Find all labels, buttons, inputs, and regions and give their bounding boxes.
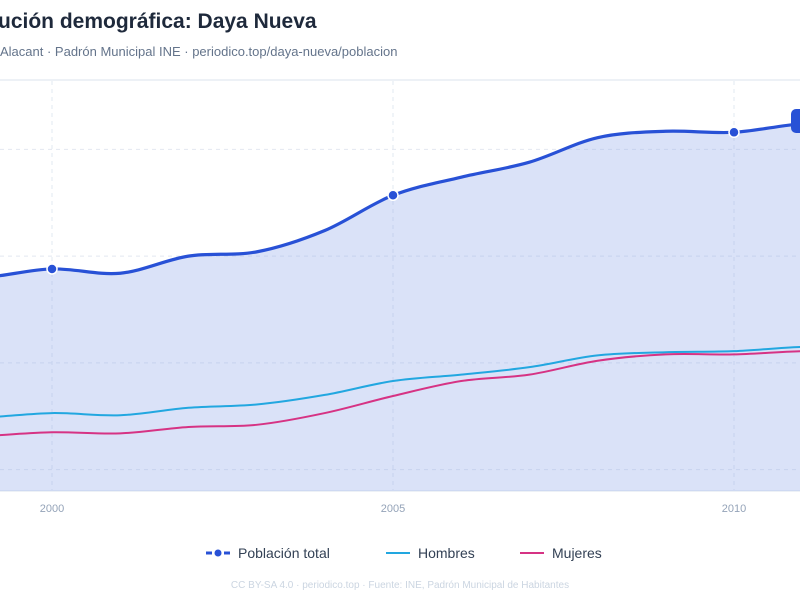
x-axis-ticks: 20002005201020152020 — [40, 503, 746, 515]
x-tick-label: 2005 — [381, 503, 405, 515]
data-point-total — [387, 189, 399, 202]
legend-item-mujeres[interactable]: Mujeres — [520, 545, 602, 561]
legend-hombres-swatch — [386, 552, 410, 554]
chart-subtitle: Alacant · Padrón Municipal INE · periodi… — [0, 44, 398, 59]
legend-hombres-label: Hombres — [418, 545, 475, 561]
legend-total-swatch — [206, 549, 230, 557]
footer-credits: CC BY-SA 4.0 · periodico.top · Fuente: I… — [230, 580, 570, 591]
legend-item-total[interactable]: Población total — [206, 545, 330, 561]
chart-control-button[interactable] — [791, 109, 800, 133]
legend-item-hombres[interactable]: Hombres — [386, 545, 475, 561]
data-point-total — [46, 263, 58, 275]
x-tick-label: 2010 — [722, 503, 746, 515]
chart-title: ución demográfica: Daya Nueva — [0, 10, 317, 33]
hombres-line — [0, 345, 800, 418]
grid — [0, 81, 800, 490]
plot-frame — [0, 79, 800, 492]
x-tick-label: 2000 — [40, 503, 64, 515]
total-area-fill — [0, 123, 800, 491]
mujeres-line — [0, 350, 800, 437]
data-point-total — [728, 126, 740, 139]
legend-mujeres-label: Mujeres — [552, 545, 602, 561]
total-markers — [46, 126, 740, 275]
legend-mujeres-swatch — [520, 552, 544, 554]
legend-total-label: Población total — [238, 545, 330, 561]
